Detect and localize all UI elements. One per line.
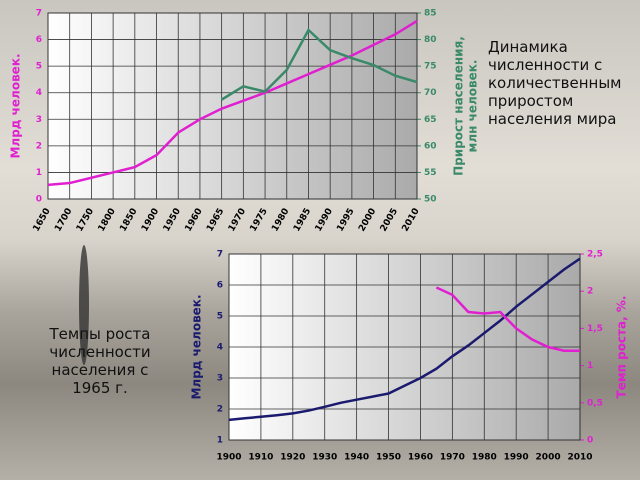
annotation: Темпы роста численности населения с 1965… [49,325,151,397]
x-tick-label: 2010 [401,207,422,234]
y-tick-label: 6 [217,281,223,291]
x-tick-label: 1900 [216,453,241,463]
series-line [220,27,418,101]
x-tick-label: 1970 [227,207,248,234]
series-line [435,286,580,352]
y2-tick-label: 85 [424,9,437,19]
x-tick-label: 1980 [472,453,497,463]
y-tick-label: 1 [36,168,42,178]
x-tick-label: 1920 [280,453,305,463]
y-tick-label: 4 [217,343,223,353]
y2-tick-label: 70 [424,88,437,98]
y-tick-label: 2 [36,141,42,151]
y-axis-label: Млрд человек. [9,53,23,158]
y-tick-label: 5 [36,62,42,72]
y-tick-label: 2 [217,405,223,415]
y-tick-label: 3 [36,115,42,125]
y2-tick-label: 60 [424,141,437,151]
x-tick-label: 1965 [205,207,226,234]
x-tick-label: 1960 [408,453,433,463]
x-tick-label: 1910 [248,453,273,463]
series-line [47,19,418,187]
x-tick-label: 2000 [357,207,378,234]
y-tick-label: 4 [36,88,42,98]
y2-axis-label: Прирост населения, [452,36,466,176]
x-tick-label: 1650 [32,207,53,234]
y2-tick-label: 2 [587,287,593,297]
y2-tick-label: 50 [424,195,437,205]
y2-tick-label: 0 [587,436,593,446]
x-tick-label: 1900 [140,207,161,234]
y2-tick-label: 80 [424,35,437,45]
x-tick-label: 1970 [440,453,465,463]
x-tick-label: 1850 [118,207,139,234]
y2-tick-label: 75 [424,62,437,72]
x-tick-label: 1700 [53,207,74,234]
x-tick-label: 2000 [536,453,561,463]
x-tick-label: 1980 [270,207,291,234]
y-tick-label: 6 [36,35,42,45]
plot-frame [47,12,418,200]
series-line [228,257,581,422]
y-tick-label: 5 [217,312,223,322]
x-tick-label: 1930 [312,453,337,463]
y-tick-label: 7 [36,9,42,19]
y2-tick-label: 55 [424,168,437,178]
y-tick-label: 1 [217,436,223,446]
y2-axis-label: Темп роста, %. [615,296,629,399]
y2-tick-label: 1,5 [587,324,603,334]
x-tick-label: 1950 [376,453,401,463]
y2-tick-label: 65 [424,115,437,125]
x-tick-label: 1995 [335,207,356,234]
x-tick-label: 1800 [97,207,118,234]
x-tick-label: 1985 [292,207,313,234]
y2-tick-label: 0,5 [587,398,603,408]
y2-tick-label: 2,5 [587,250,603,260]
x-tick-label: 2010 [567,453,592,463]
x-tick-label: 1750 [75,207,96,234]
y-tick-label: 3 [217,374,223,384]
x-tick-label: 1950 [162,207,183,234]
y2-axis-label: млн человек. [466,60,480,153]
x-tick-label: 2005 [379,207,400,234]
x-tick-label: 1990 [504,453,529,463]
x-tick-label: 1975 [249,207,270,234]
y-axis-label: Млрд человек. [190,294,204,399]
annotation: Динамика численности с количественным пр… [488,38,622,128]
y-tick-label: 7 [217,250,223,260]
x-tick-label: 1960 [184,207,205,234]
plot-frame [228,253,581,441]
y2-tick-label: 1 [587,361,593,371]
x-tick-label: 1990 [314,207,335,234]
y-tick-label: 0 [36,195,42,205]
x-tick-label: 1940 [344,453,369,463]
